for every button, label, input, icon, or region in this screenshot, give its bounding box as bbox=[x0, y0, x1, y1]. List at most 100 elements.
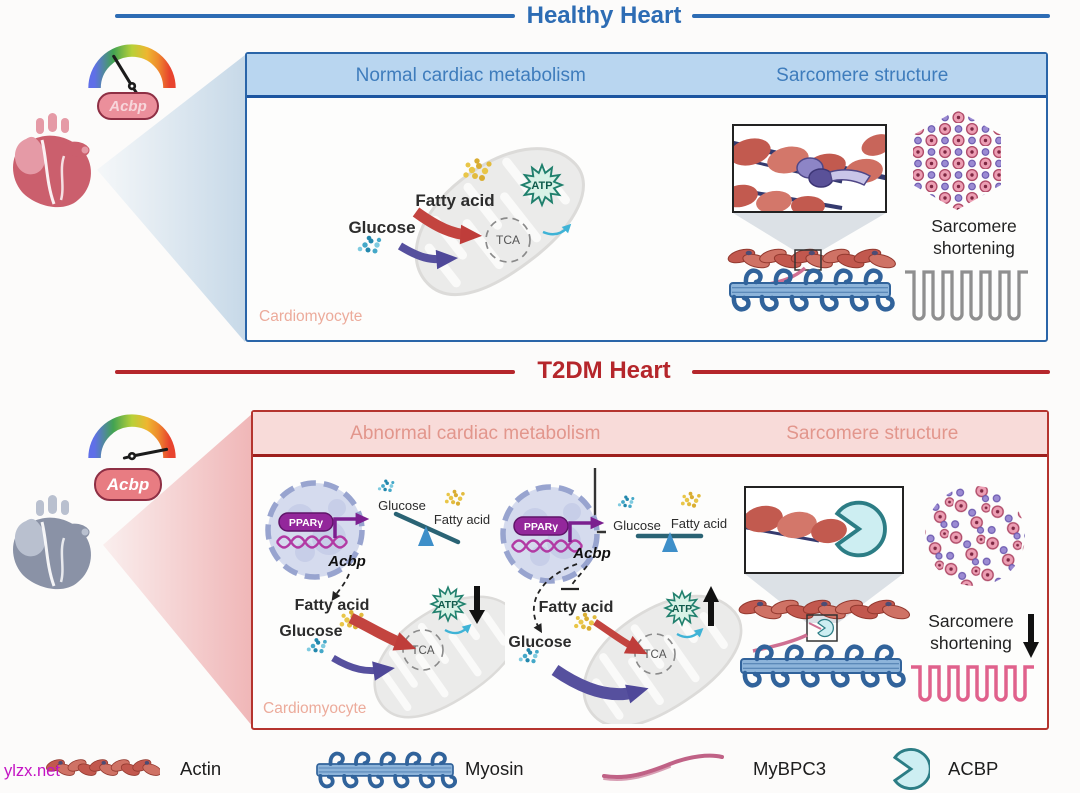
healthy-metabolism-illustration: TCA ATP Fatty acid Glucose bbox=[348, 108, 638, 334]
ppar-pill bbox=[513, 516, 569, 536]
ppar-label: PPARγ bbox=[289, 517, 323, 529]
healthy-panel: Normal cardiac metabolism Sarcomere stru… bbox=[245, 52, 1048, 342]
t2dm-section-title: T2DM Heart bbox=[537, 357, 671, 384]
t2dm-structure-header: Sarcomere structure bbox=[786, 423, 959, 444]
contraction-trace-reduced bbox=[911, 665, 1034, 702]
t2dm-heart-icon bbox=[13, 495, 91, 590]
glucose-flux-arrow bbox=[551, 665, 649, 704]
scale-glucose-label: Glucose bbox=[613, 518, 661, 533]
t2dm-sarcomere-shortening-label: Sarcomere shortening bbox=[928, 611, 1014, 654]
t2dm-acbp-badge-label: Acbp bbox=[106, 474, 150, 494]
healthy-panel-header: Normal cardiac metabolism Sarcomere stru… bbox=[247, 54, 1046, 98]
healthy-sarcomere-illustration bbox=[726, 110, 1028, 321]
legend-myosin-icon bbox=[312, 748, 457, 793]
transcription-arrow bbox=[333, 512, 370, 538]
legend-actin-label: Actin bbox=[180, 758, 222, 779]
zoom-target-box bbox=[806, 614, 838, 642]
balance-scale-level: Glucose Fatty acid bbox=[613, 491, 727, 552]
acbp-gene-label: Acbp bbox=[572, 545, 611, 562]
t2dm-sarcomere-illustration bbox=[736, 486, 1034, 702]
fatty-acid-label: Fatty acid bbox=[539, 599, 614, 616]
sarcomere-lattice-dense bbox=[913, 110, 1001, 210]
legend-acbp-icon bbox=[893, 748, 930, 790]
t2dm-acbp-gauge-icon bbox=[88, 414, 176, 461]
t2dm-title-line-right bbox=[692, 370, 1050, 374]
contraction-trace-normal bbox=[905, 270, 1028, 321]
gauge-needle-low bbox=[112, 54, 140, 97]
healthy-title-line-right bbox=[692, 14, 1050, 18]
scale-fatty-acid-label: Fatty acid bbox=[434, 512, 490, 527]
legend-mybpc3-icon bbox=[602, 753, 724, 782]
t2dm-panel-header: Abnormal cardiac metabolism Sarcomere st… bbox=[253, 412, 1047, 457]
t2dm-metabolism-panel1: PPARγ Acbp Glucose Fatty acid Fatty acid… bbox=[255, 479, 505, 724]
healthy-section-title: Healthy Heart bbox=[526, 2, 682, 29]
gauge-needle-high bbox=[122, 447, 169, 461]
atp-label: ATP bbox=[672, 603, 692, 615]
tca-to-atp-arrow bbox=[676, 627, 704, 639]
fatty-acid-flux-arrow bbox=[348, 613, 417, 651]
fatty-acid-label: Fatty acid bbox=[295, 597, 370, 614]
glucose-dots-icon bbox=[357, 235, 382, 254]
healthy-heart-icon bbox=[13, 113, 91, 208]
acbp-inhibition-stem bbox=[570, 565, 588, 587]
t2dm-acbp-badge: Acbp bbox=[94, 468, 162, 501]
myosin-head-icon bbox=[796, 157, 872, 188]
tca-to-atp-arrow bbox=[542, 223, 572, 236]
tca-label: TCA bbox=[412, 645, 435, 657]
legend-mybpc3-label: MyBPC3 bbox=[753, 758, 826, 779]
legend-actin-icon bbox=[45, 757, 160, 779]
t2dm-metabolism-panel2: PPARγ Acbp Glucose Fatty acid Fatty acid… bbox=[495, 468, 750, 724]
sarcomere-inset-detail bbox=[746, 500, 887, 558]
fatty-acid-flux-arrow bbox=[412, 207, 483, 245]
glucose-label: Glucose bbox=[279, 623, 342, 640]
healthy-structure-header: Sarcomere structure bbox=[776, 65, 949, 86]
glucose-flux-arrow bbox=[331, 654, 395, 681]
atp-decrease-arrow bbox=[469, 586, 485, 624]
zoom-funnel bbox=[745, 574, 903, 623]
myosin-filament-icon bbox=[730, 271, 892, 310]
glucose-label: Glucose bbox=[508, 634, 571, 651]
zoom-funnel bbox=[733, 213, 886, 251]
scale-fatty-acid-label: Fatty acid bbox=[671, 516, 727, 531]
fatty-acid-flux-arrow bbox=[593, 619, 648, 655]
healthy-sarcomere-shortening-label: Sarcomere shortening bbox=[931, 216, 1017, 259]
mitochondrion-icon bbox=[561, 569, 750, 724]
glucose-flux-arrow bbox=[397, 242, 459, 270]
healthy-acbp-badge-label: Acbp bbox=[109, 97, 147, 115]
healthy-acbp-gauge-icon bbox=[88, 44, 176, 97]
healthy-metabolism-header: Normal cardiac metabolism bbox=[355, 65, 586, 86]
atp-label: ATP bbox=[438, 599, 458, 611]
shortening-decrease-arrow bbox=[1023, 614, 1039, 658]
legend-acbp-label: ACBP bbox=[948, 758, 999, 779]
atp-increase-arrow bbox=[703, 586, 719, 626]
sarcomere-lattice-sparse bbox=[925, 486, 1025, 586]
sarcomere-inset-detail bbox=[734, 134, 885, 211]
tca-to-atp-arrow bbox=[444, 623, 472, 635]
mybpc3-link bbox=[808, 622, 822, 630]
ppar-label: PPARγ bbox=[524, 521, 558, 533]
transcription-arrow bbox=[568, 516, 605, 542]
t2dm-title-line-left bbox=[115, 370, 515, 374]
healthy-title-line-left bbox=[115, 14, 515, 18]
fatty-acid-label: Fatty acid bbox=[415, 191, 494, 210]
tca-cycle-icon bbox=[485, 217, 531, 263]
balance-scale-fa-up: Glucose Fatty acid bbox=[377, 479, 490, 546]
t2dm-metabolism-header: Abnormal cardiac metabolism bbox=[350, 423, 601, 444]
scale-glucose-label: Glucose bbox=[378, 498, 426, 513]
zoom-target-box bbox=[794, 249, 822, 271]
atp-label: ATP bbox=[531, 180, 552, 192]
legend-myosin-label: Myosin bbox=[465, 758, 524, 779]
ppar-pill bbox=[278, 512, 334, 532]
tca-label: TCA bbox=[496, 233, 520, 247]
myosin-filament-icon bbox=[741, 647, 903, 686]
healthy-cardiomyocyte-label: Cardiomyocyte bbox=[259, 308, 363, 325]
acbp-gene-label: Acbp bbox=[327, 553, 366, 570]
glucose-label: Glucose bbox=[348, 218, 415, 237]
glucose-dots-icon bbox=[306, 638, 327, 654]
t2dm-cardiomyocyte-label: Cardiomyocyte bbox=[263, 700, 367, 717]
acbp-glucose-arrow bbox=[533, 563, 578, 634]
tca-label: TCA bbox=[644, 649, 667, 661]
healthy-acbp-badge: Acbp bbox=[97, 92, 159, 120]
watermark: ylzx.net bbox=[4, 762, 60, 780]
